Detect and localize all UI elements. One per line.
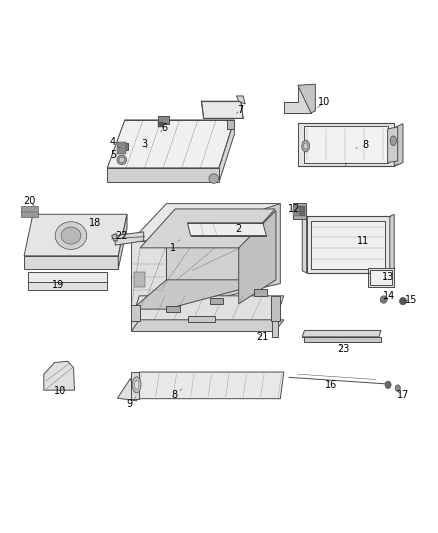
Polygon shape: [239, 211, 276, 304]
Polygon shape: [140, 209, 275, 248]
Polygon shape: [131, 320, 284, 332]
Polygon shape: [136, 372, 284, 399]
Polygon shape: [24, 256, 118, 269]
Polygon shape: [28, 282, 107, 290]
Bar: [134, 272, 145, 287]
Polygon shape: [117, 378, 137, 401]
Polygon shape: [201, 101, 243, 118]
Polygon shape: [119, 143, 128, 150]
Polygon shape: [131, 296, 284, 321]
Ellipse shape: [385, 381, 391, 389]
Text: 8: 8: [356, 140, 369, 150]
Polygon shape: [368, 268, 394, 287]
Polygon shape: [298, 123, 394, 166]
Ellipse shape: [209, 174, 219, 183]
Ellipse shape: [304, 143, 308, 149]
Text: 7: 7: [237, 106, 243, 115]
Text: 13: 13: [382, 272, 395, 282]
Ellipse shape: [132, 377, 141, 393]
Polygon shape: [131, 204, 280, 241]
Polygon shape: [271, 296, 280, 321]
Polygon shape: [107, 168, 219, 182]
Text: 15: 15: [405, 295, 417, 304]
Bar: [21, 206, 38, 217]
Bar: [300, 206, 305, 216]
Polygon shape: [302, 330, 381, 337]
Polygon shape: [131, 241, 166, 310]
Polygon shape: [115, 232, 144, 245]
Text: 18: 18: [89, 218, 102, 228]
Text: 10: 10: [54, 386, 67, 395]
Text: 23: 23: [338, 344, 350, 353]
Bar: [293, 206, 300, 216]
Polygon shape: [132, 280, 276, 309]
Polygon shape: [304, 337, 381, 342]
Text: 17: 17: [396, 391, 409, 400]
Polygon shape: [237, 96, 245, 104]
Polygon shape: [131, 321, 166, 330]
Polygon shape: [284, 85, 311, 113]
Polygon shape: [272, 321, 278, 337]
Polygon shape: [158, 116, 169, 124]
Ellipse shape: [380, 296, 387, 303]
Text: 5: 5: [110, 150, 116, 159]
Ellipse shape: [55, 222, 87, 249]
Polygon shape: [302, 214, 307, 273]
Polygon shape: [166, 306, 180, 312]
Polygon shape: [298, 84, 315, 113]
Polygon shape: [293, 203, 306, 219]
Polygon shape: [188, 316, 215, 322]
Text: 4: 4: [110, 138, 120, 148]
Polygon shape: [254, 289, 267, 296]
Text: 1: 1: [170, 240, 180, 253]
Polygon shape: [307, 216, 390, 273]
Polygon shape: [131, 372, 139, 399]
Polygon shape: [187, 223, 266, 236]
Text: 3: 3: [141, 139, 148, 149]
Polygon shape: [131, 305, 140, 321]
Polygon shape: [304, 126, 388, 163]
Text: 9: 9: [126, 397, 136, 409]
Polygon shape: [166, 204, 280, 310]
Polygon shape: [227, 120, 234, 129]
Polygon shape: [210, 298, 223, 304]
Text: 11: 11: [357, 236, 370, 246]
Ellipse shape: [399, 297, 406, 305]
Polygon shape: [28, 272, 107, 282]
Polygon shape: [311, 221, 385, 269]
Polygon shape: [219, 120, 234, 182]
Text: 20: 20: [24, 197, 36, 206]
Polygon shape: [107, 120, 234, 168]
Ellipse shape: [390, 136, 396, 146]
Text: 16: 16: [325, 380, 337, 390]
Text: t: t: [345, 162, 347, 167]
Ellipse shape: [134, 381, 139, 389]
Polygon shape: [24, 214, 127, 256]
Text: 6: 6: [161, 123, 167, 133]
Ellipse shape: [302, 140, 310, 152]
Polygon shape: [112, 233, 117, 241]
Text: 12: 12: [288, 204, 300, 214]
Polygon shape: [390, 214, 394, 273]
Bar: [117, 142, 126, 154]
Polygon shape: [370, 270, 392, 285]
Text: 10: 10: [318, 98, 330, 108]
Text: 14: 14: [383, 292, 395, 301]
Polygon shape: [118, 214, 127, 269]
Text: 19: 19: [52, 280, 64, 289]
Text: 22: 22: [115, 231, 127, 240]
Ellipse shape: [119, 157, 124, 163]
Polygon shape: [388, 127, 398, 163]
Bar: [158, 122, 163, 127]
Text: 21: 21: [257, 332, 269, 342]
Polygon shape: [44, 361, 74, 390]
Text: 8: 8: [171, 389, 182, 400]
Ellipse shape: [117, 155, 127, 165]
Ellipse shape: [395, 385, 400, 391]
Polygon shape: [394, 124, 403, 166]
Text: 2: 2: [230, 224, 242, 236]
Ellipse shape: [61, 227, 81, 244]
